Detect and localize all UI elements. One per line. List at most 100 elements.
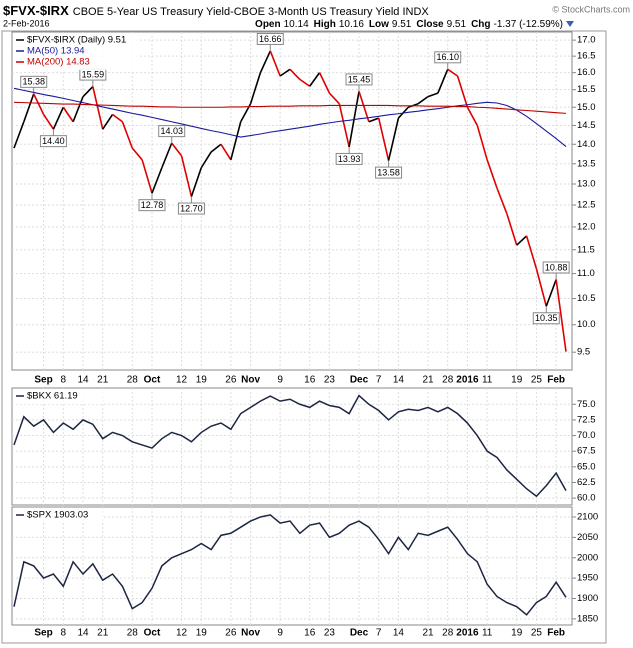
label-box [335, 152, 363, 165]
x-tick-label: 26 [225, 375, 237, 386]
change-arrow [566, 21, 574, 27]
line-segment [249, 72, 262, 104]
legend-box [13, 389, 103, 404]
data-label: 15.38 [22, 77, 45, 87]
x-tick-label: 8 [61, 375, 67, 386]
x-tick-label: 23 [324, 375, 336, 386]
x-tick-label: 16 [304, 628, 316, 639]
x-tick-label: Sep [34, 628, 52, 639]
line-segment [131, 147, 143, 161]
x-tick-label: Dec [350, 628, 369, 639]
line-segment [102, 114, 114, 130]
x-tick-label: 21 [97, 375, 109, 386]
x-tick-label: 8 [61, 628, 67, 639]
data-label: 14.40 [42, 136, 65, 146]
x-tick-label: 19 [511, 628, 523, 639]
y-tick-label: 75.0 [577, 399, 596, 410]
line-segment [151, 167, 163, 194]
y-tick-label: 15.5 [577, 84, 596, 95]
line-segment [171, 142, 183, 157]
line-segment [52, 106, 65, 130]
quote-value: -1.37 (-12.59%) [494, 19, 563, 30]
x-tick-label: 28 [127, 375, 139, 386]
line-segment [328, 92, 340, 105]
label-box [20, 75, 48, 88]
x-tick-label: Feb [547, 628, 565, 639]
legend-label: $SPX 1903.03 [27, 510, 88, 521]
line-segment [545, 279, 557, 307]
line-segment [180, 155, 193, 197]
x-tick-label: 19 [196, 628, 208, 639]
x-tick-label: 9 [277, 628, 283, 639]
line-segment [23, 93, 35, 123]
x-tick-label: 26 [225, 628, 237, 639]
symbol: $FVX-$IRX [3, 3, 69, 18]
quote-label: Close [416, 19, 444, 30]
x-tick-label: 14 [77, 375, 89, 386]
line-segment [555, 279, 567, 352]
y-tick-label: 9.5 [577, 347, 590, 358]
line-segment [496, 187, 508, 214]
y-tick-label: 10.0 [577, 319, 596, 330]
x-tick-label: 25 [531, 375, 543, 386]
panel-frame [11, 387, 573, 506]
x-tick-label: 14 [393, 375, 405, 386]
x-tick-label: 2016 [456, 628, 479, 639]
quote-label: Open [255, 19, 281, 30]
line-segment [259, 50, 272, 73]
line-segment [32, 93, 45, 115]
y-tick-label: 1850 [577, 613, 598, 624]
line-segment [456, 75, 469, 108]
line-segment [42, 114, 55, 130]
x-tick-label: 19 [196, 375, 208, 386]
panel-frame [11, 31, 573, 371]
x-tick-label: Dec [350, 375, 369, 386]
x-tick-label: 25 [531, 628, 543, 639]
line-segment [358, 91, 370, 123]
data-label: 15.45 [348, 74, 371, 84]
line-segment [368, 117, 379, 123]
quote: Open 10.14 High 10.16 Low 9.51 Close 9.51 Chg -1.… [255, 19, 563, 30]
y-tick-label: 10.5 [577, 293, 596, 304]
legend-label: $FVX-$IRX (Daily) 9.51 [27, 35, 126, 46]
data-label: 15.59 [82, 69, 105, 79]
x-tick-label: 2016 [456, 375, 479, 386]
quote-value: 9.51 [447, 19, 467, 30]
line-segment [62, 106, 74, 123]
line-segment [417, 95, 429, 105]
line-segment [269, 50, 281, 77]
line-segment [230, 121, 242, 161]
line-segment [516, 235, 528, 246]
line-segment [72, 96, 84, 123]
x-tick-label: 11 [482, 375, 493, 386]
y-tick-label: 16.0 [577, 67, 596, 78]
quote-value: 10.16 [339, 19, 364, 30]
line-segment [535, 268, 548, 307]
data-label: 12.78 [141, 200, 164, 210]
line-segment [13, 121, 25, 149]
line-segment [200, 151, 212, 169]
x-tick-label: Feb [547, 375, 565, 386]
line-segment [525, 235, 538, 269]
x-tick-label: 21 [97, 628, 109, 639]
label-box [138, 199, 166, 212]
label-box [256, 32, 284, 45]
y-tick-label: 17.0 [577, 35, 596, 46]
line-segment [437, 69, 449, 94]
data-label: 16.10 [436, 52, 459, 62]
y-tick-label: 2050 [577, 532, 598, 543]
y-tick-label: 1950 [577, 573, 598, 584]
x-tick-label: 14 [393, 628, 405, 639]
y-tick-label: 1900 [577, 593, 598, 604]
x-tick-label: 12 [176, 628, 188, 639]
quote-value: 10.14 [284, 19, 309, 30]
legend-label: MA(50) 13.94 [27, 46, 85, 57]
label-box [375, 166, 403, 179]
line-segment [289, 68, 301, 80]
line-segment [338, 103, 350, 148]
y-tick-label: 11.5 [577, 244, 595, 255]
line-series [13, 87, 567, 147]
x-tick-label: Nov [241, 628, 260, 639]
data-label: 16.66 [259, 34, 282, 44]
